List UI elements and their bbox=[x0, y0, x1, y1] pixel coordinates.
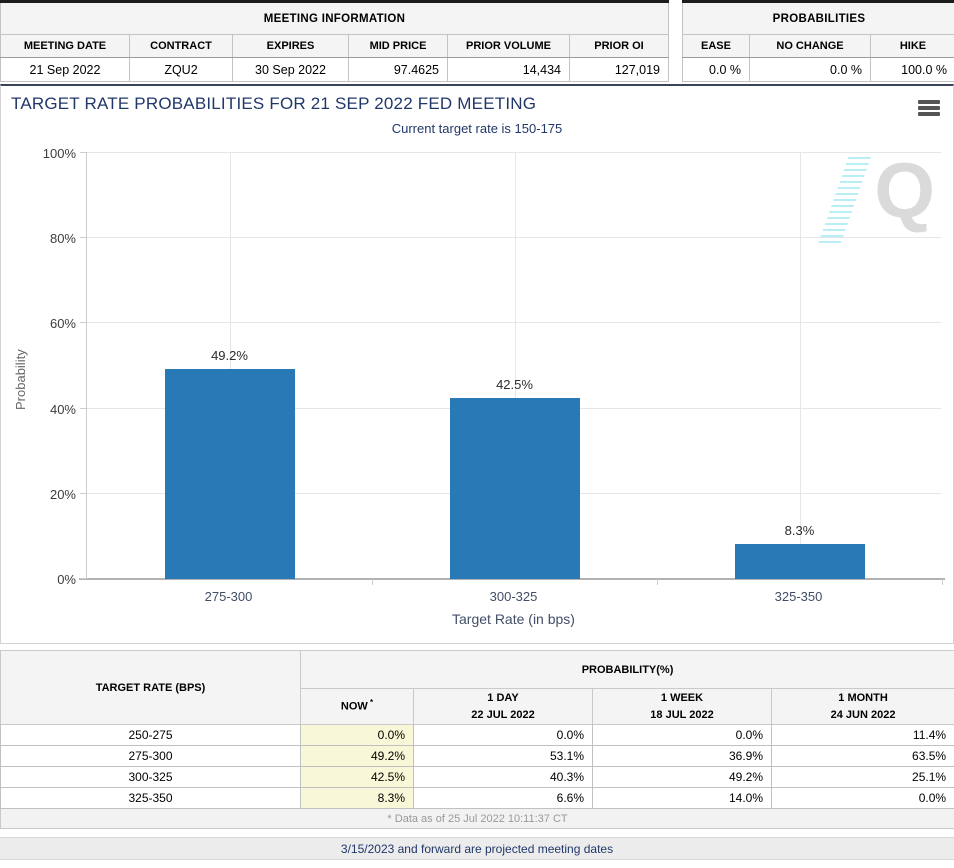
day-probability-cell: 6.6% bbox=[413, 787, 593, 809]
y-axis-tick bbox=[80, 578, 87, 579]
bar-value-label: 49.2% bbox=[211, 348, 248, 364]
probability-column-header: NO CHANGE bbox=[749, 34, 871, 58]
meeting-information-title: MEETING INFORMATION bbox=[0, 1, 669, 35]
history-subheader: 1 WEEK 18 JUL 2022 bbox=[592, 688, 772, 725]
day-probability-cell: 0.0% bbox=[413, 724, 593, 746]
meeting-value-cell: 21 Sep 2022 bbox=[0, 57, 130, 82]
probability-value-cell: 0.0 % bbox=[749, 57, 871, 82]
y-tick-label: 100% bbox=[42, 146, 76, 161]
meeting-value-cell: 97.4625 bbox=[348, 57, 448, 82]
now-probability-cell: 0.0% bbox=[300, 724, 414, 746]
y-tick-label: 0% bbox=[57, 572, 76, 587]
gridline bbox=[514, 153, 516, 579]
target-rate-bps-header: TARGET RATE (BPS) bbox=[0, 650, 301, 725]
meeting-value-cell: 30 Sep 2022 bbox=[232, 57, 349, 82]
x-axis-tick bbox=[942, 579, 943, 585]
probability-column-header: HIKE bbox=[870, 34, 954, 58]
table-row: 300-325 42.5% 40.3% 49.2% 25.1% bbox=[0, 766, 954, 788]
x-axis-tick bbox=[372, 579, 373, 585]
x-axis-line bbox=[79, 578, 945, 580]
meeting-value-cell: 127,019 bbox=[569, 57, 669, 82]
meeting-column-header: PRIOR OI bbox=[569, 34, 669, 58]
month-probability-cell: 11.4% bbox=[770, 724, 954, 746]
y-axis-tick bbox=[80, 407, 87, 409]
y-axis-tick bbox=[80, 322, 87, 324]
x-axis-tick bbox=[657, 579, 658, 585]
y-axis-tick bbox=[80, 237, 87, 239]
history-subheader: 1 MONTH 24 JUN 2022 bbox=[770, 688, 954, 725]
week-probability-cell: 36.9% bbox=[592, 745, 772, 767]
meeting-column-header: MEETING DATE bbox=[0, 34, 130, 58]
probability-column-header: EASE bbox=[682, 34, 750, 58]
month-probability-cell: 25.1% bbox=[770, 766, 954, 788]
bar-value-label: 8.3% bbox=[784, 522, 815, 538]
probabilities-summary-table: PROBABILITIES EASE NO CHANGE HIKE 0.0 % 0.0… bbox=[682, 0, 954, 82]
x-axis-title: Target Rate (in bps) bbox=[452, 611, 575, 627]
quikstrike-watermark: Q bbox=[787, 151, 937, 247]
y-tick-label: 80% bbox=[49, 231, 76, 247]
x-category-label: 325-350 bbox=[774, 589, 823, 604]
bar[interactable] bbox=[164, 369, 295, 579]
y-tick-label: 40% bbox=[49, 401, 76, 417]
rate-cell: 325-350 bbox=[0, 787, 301, 809]
y-tick-label: 60% bbox=[49, 316, 76, 332]
meeting-column-header: MID PRICE bbox=[348, 34, 448, 58]
gridline bbox=[87, 152, 941, 153]
plot-area: Q 0% 20% 40% 60% 80% 100% 49.2% 42.5% 8.3% bbox=[43, 146, 945, 587]
rate-cell: 300-325 bbox=[0, 766, 301, 788]
month-probability-cell: 63.5% bbox=[770, 745, 954, 767]
meeting-value-cell: 14,434 bbox=[447, 57, 570, 82]
chart-title: TARGET RATE PROBABILITIES FOR 21 SEP 202… bbox=[11, 94, 537, 113]
now-probability-cell: 8.3% bbox=[300, 787, 414, 809]
probability-history-table: TARGET RATE (BPS) PROBABILITY(%) NOW * 1 … bbox=[0, 650, 954, 829]
now-probability-cell: 49.2% bbox=[300, 745, 414, 767]
meeting-column-header: CONTRACT bbox=[129, 34, 233, 58]
chart-panel: TARGET RATE PROBABILITIES FOR 21 SEP 202… bbox=[0, 84, 954, 644]
x-category-label: 300-325 bbox=[489, 589, 538, 604]
projected-dates-note: 3/15/2023 and forward are projected meet… bbox=[0, 837, 954, 860]
day-probability-cell: 40.3% bbox=[413, 766, 593, 788]
table-row: 250-275 0.0% 0.0% 0.0% 11.4% bbox=[0, 724, 954, 746]
gridline bbox=[799, 153, 801, 579]
week-probability-cell: 14.0% bbox=[592, 787, 772, 809]
history-subheader: 1 DAY 22 JUL 2022 bbox=[413, 688, 593, 725]
meeting-column-header: PRIOR VOLUME bbox=[447, 34, 570, 58]
chart-subtitle: Current target rate is 150-175 bbox=[391, 121, 563, 136]
rate-cell: 250-275 bbox=[0, 724, 301, 746]
gridline bbox=[87, 322, 941, 324]
quikstrike-q-logo: Q bbox=[874, 146, 935, 234]
history-subheader: NOW * bbox=[300, 688, 414, 725]
hamburger-menu-icon[interactable] bbox=[918, 100, 940, 118]
y-axis-tick bbox=[80, 152, 87, 153]
month-probability-cell: 0.0% bbox=[770, 787, 954, 809]
bar[interactable] bbox=[449, 397, 580, 579]
y-axis-tick bbox=[80, 492, 87, 494]
week-probability-cell: 49.2% bbox=[592, 766, 772, 788]
bar[interactable] bbox=[734, 543, 865, 579]
gridline bbox=[87, 237, 941, 239]
week-probability-cell: 0.0% bbox=[592, 724, 772, 746]
probability-value-cell: 0.0 % bbox=[682, 57, 750, 82]
probability-group-header: PROBABILITY(%) bbox=[299, 650, 954, 689]
data-as-of-footnote: * Data as of 25 Jul 2022 10:11:37 CT bbox=[0, 808, 954, 829]
table-row: 275-300 49.2% 53.1% 36.9% 63.5% bbox=[0, 745, 954, 767]
day-probability-cell: 53.1% bbox=[413, 745, 593, 767]
y-tick-label: 20% bbox=[49, 486, 76, 502]
meeting-value-cell: ZQU2 bbox=[129, 57, 233, 82]
probability-value-cell: 100.0 % bbox=[870, 57, 954, 82]
rate-cell: 275-300 bbox=[0, 745, 301, 767]
meeting-information-table: MEETING INFORMATION MEETING DATE CONTRACT… bbox=[0, 0, 669, 82]
meeting-column-header: EXPIRES bbox=[232, 34, 349, 58]
bar-value-label: 42.5% bbox=[496, 376, 533, 392]
probabilities-title: PROBABILITIES bbox=[682, 1, 954, 35]
gridline bbox=[229, 153, 231, 579]
x-category-label: 275-300 bbox=[204, 589, 253, 604]
now-probability-cell: 42.5% bbox=[300, 766, 414, 788]
table-row: 325-350 8.3% 6.6% 14.0% 0.0% bbox=[0, 787, 954, 809]
top-tables: MEETING INFORMATION MEETING DATE CONTRACT… bbox=[0, 0, 954, 82]
